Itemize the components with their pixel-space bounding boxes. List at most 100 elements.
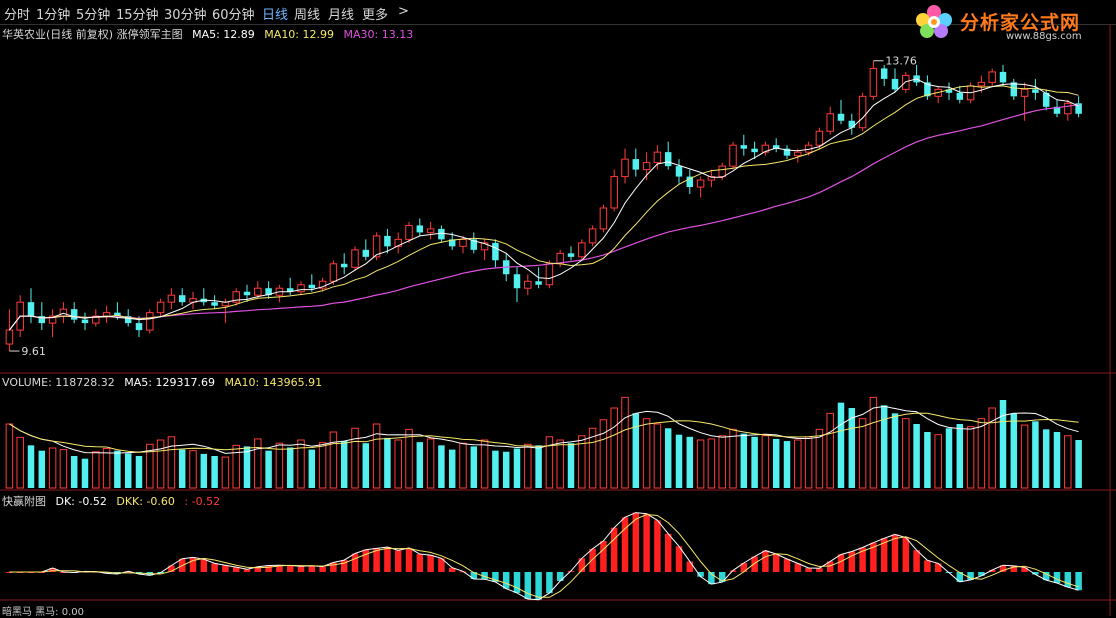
tab-3[interactable]: 15分钟 (116, 8, 159, 23)
volume-bar (977, 418, 986, 489)
candle-body (524, 280, 532, 289)
indicator-bar (362, 549, 370, 572)
volume-bar (891, 413, 899, 488)
candle-body (535, 281, 542, 285)
tab-8[interactable]: 月线 (328, 8, 355, 23)
volume-bar (578, 435, 586, 489)
tab-1[interactable]: 1分钟 (36, 8, 71, 23)
high-price-label: 13.76 (885, 55, 917, 68)
volume-bar (114, 450, 121, 488)
indicator-bar (373, 548, 380, 572)
volume-bar (351, 427, 359, 489)
more-arrow-icon[interactable]: > (398, 4, 409, 19)
volume-bar (1010, 413, 1018, 488)
tab-0[interactable]: 分时 (4, 8, 31, 23)
indicator-bar (1053, 572, 1061, 584)
volume-bar (178, 449, 186, 488)
volume-bar (653, 423, 662, 489)
main-panel-title: 华英农业(日线 前复权) 涨停领军主图 (2, 28, 183, 41)
dkk-label: DKK: -0.60 (116, 495, 175, 508)
volume-bar (384, 437, 391, 488)
candle-body (848, 120, 856, 128)
volume-bar (438, 445, 445, 488)
volume-bar (513, 448, 521, 488)
candle-body (459, 238, 467, 247)
indicator-bar (675, 546, 683, 572)
volume-ma5-line (9, 405, 1079, 454)
tab-4[interactable]: 30分钟 (164, 8, 207, 23)
volume-bar (1075, 440, 1082, 488)
indicator-bar (1042, 572, 1050, 581)
volume-bar (815, 428, 824, 489)
volume-panel-title-row: VOLUME: 118728.32 MA5: 129317.69 MA10: 1… (2, 376, 328, 389)
tab-2[interactable]: 5分钟 (76, 8, 111, 23)
tab-7[interactable]: 周线 (294, 8, 321, 23)
volume-bar (535, 445, 542, 488)
indicator-bar (643, 513, 650, 572)
indicator-bar (924, 560, 931, 572)
candle-body (880, 68, 888, 79)
logo-url: www.88gs.com (1006, 31, 1082, 42)
candle-body (815, 130, 824, 146)
ma5-line (9, 78, 1079, 331)
indicator-bar (610, 527, 618, 572)
indicator-bar (49, 567, 56, 572)
main-panel-title-row: 华英农业(日线 前复权) 涨停领军主图 MA5: 12.89 MA10: 12.… (2, 26, 419, 42)
volume-bar (610, 407, 618, 489)
indicator-bar (492, 572, 499, 582)
volume-bar (16, 436, 24, 489)
indicator-bar (535, 572, 542, 600)
volume-bar (675, 434, 683, 488)
candle-body (545, 263, 554, 286)
volume-bar (362, 443, 370, 488)
volume-bar (492, 450, 499, 488)
candle-body (513, 274, 521, 289)
indicator-bar (189, 557, 197, 572)
volume-bar (5, 423, 14, 489)
dkk-line (9, 513, 1079, 598)
indicator-bar (416, 554, 424, 572)
candle-body (48, 315, 57, 324)
volume-bar (265, 450, 272, 488)
candle-body (340, 263, 348, 268)
volume-bar (556, 439, 564, 489)
candle-body (135, 323, 143, 331)
volume-bar (599, 419, 608, 489)
candle-body (772, 145, 780, 149)
indicator-bar (513, 572, 521, 593)
candle-body (588, 228, 597, 244)
candle-body (924, 82, 931, 97)
indicator-bar (967, 572, 974, 580)
candle-body (178, 295, 186, 303)
volume-bar (945, 428, 953, 488)
volume-bar (826, 412, 834, 489)
candle-body (837, 113, 845, 121)
volume-bar (48, 447, 57, 489)
candle-body (156, 301, 165, 314)
candle-body (707, 176, 716, 181)
indicator-bar (319, 566, 326, 572)
candle-body (470, 239, 478, 250)
indicator-bar (384, 547, 391, 572)
candle-body (783, 148, 791, 156)
candle-body (578, 242, 586, 258)
tab-9[interactable]: 更多 (362, 8, 389, 23)
tab-6[interactable]: 日线 (262, 8, 289, 23)
candle-body (124, 316, 132, 324)
volume-ma5-label: MA5: 129317.69 (124, 376, 215, 389)
volume-bar (480, 439, 489, 489)
volume-bar (221, 456, 230, 489)
indicator-bar (546, 572, 553, 594)
tab-5[interactable]: 60分钟 (212, 8, 255, 23)
indicator-bar (816, 568, 823, 572)
candle-body (416, 225, 424, 233)
candle-body (988, 71, 996, 83)
volume-bar (416, 442, 424, 488)
indicator-bar (222, 565, 229, 572)
indicator-bar (740, 563, 748, 572)
volume-bar (772, 438, 780, 488)
volume-bar (761, 435, 770, 489)
candle-body (761, 144, 770, 153)
indicator-bar (1032, 572, 1039, 575)
volume-bar (858, 418, 867, 489)
